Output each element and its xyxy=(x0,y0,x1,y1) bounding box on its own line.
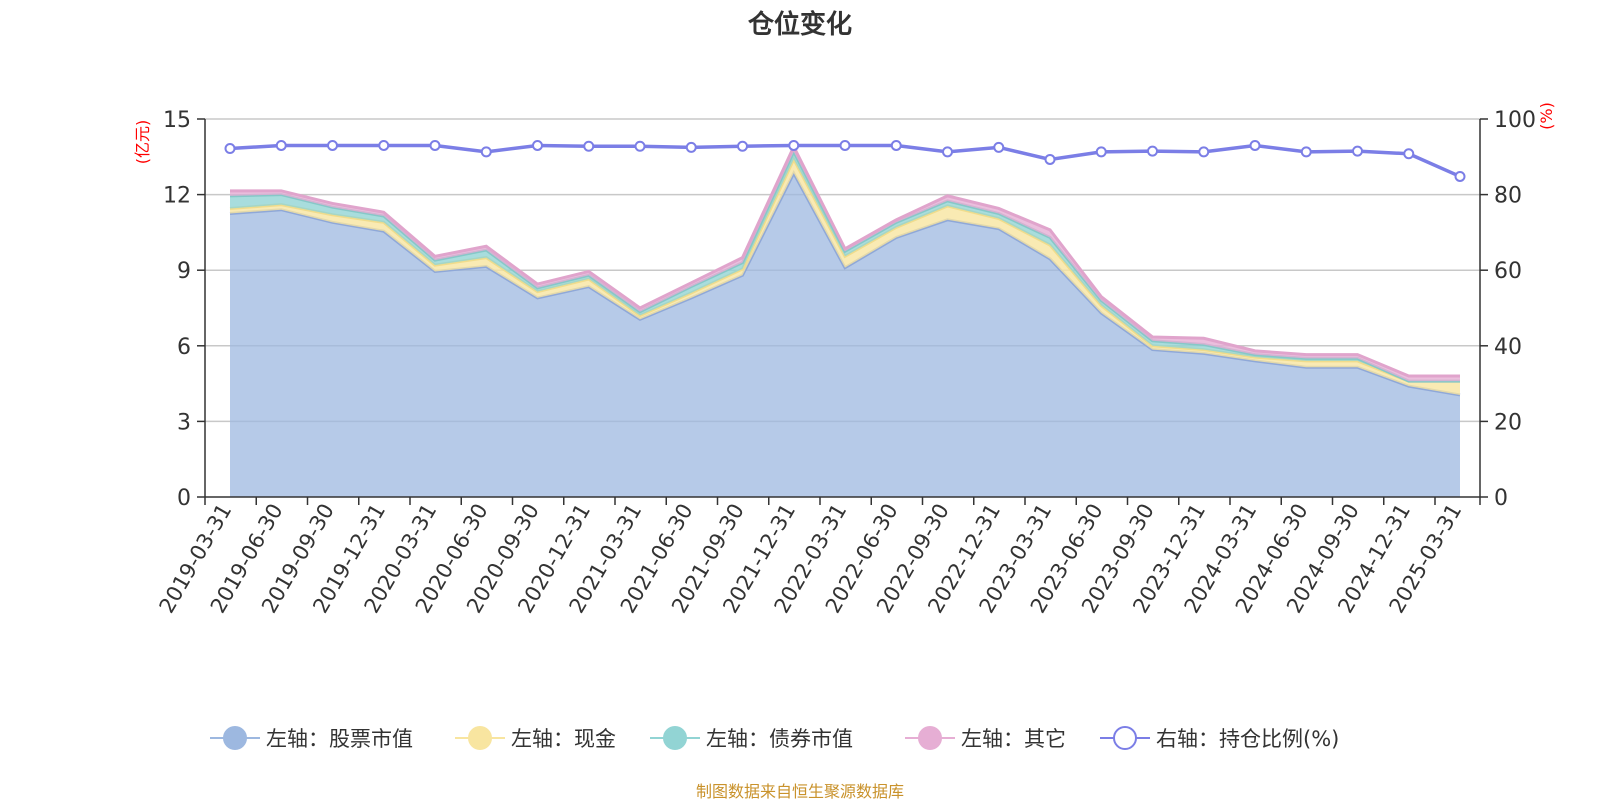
ratio-point[interactable] xyxy=(429,139,441,151)
left-tick-label: 12 xyxy=(163,184,191,209)
ratio-point[interactable] xyxy=(839,139,851,151)
legend-marker-icon xyxy=(905,726,955,750)
right-tick-label: 20 xyxy=(1494,410,1522,435)
ratio-point[interactable] xyxy=(1249,139,1261,151)
right-tick-label: 60 xyxy=(1494,259,1522,284)
legend-item-4[interactable]: 左轴：其它 xyxy=(905,718,1066,758)
ratio-point[interactable] xyxy=(788,139,800,151)
legend: 左轴：股票市值 左轴：现金 左轴：债券市值 左轴：其它 右轴：持仓比例(%) xyxy=(0,718,1600,758)
ratio-point[interactable] xyxy=(224,142,236,154)
chart-title: 仓位变化 xyxy=(747,10,852,40)
right-axis-unit: (%) xyxy=(1537,102,1556,130)
ratio-point[interactable] xyxy=(1147,145,1158,157)
ratio-point[interactable] xyxy=(737,140,748,152)
right-tick-label: 40 xyxy=(1494,335,1522,360)
left-tick-label: 6 xyxy=(177,335,191,360)
ratio-point[interactable] xyxy=(1352,145,1363,157)
ratio-point[interactable] xyxy=(942,146,953,158)
ratio-point[interactable] xyxy=(1198,146,1210,158)
left-axis-unit: (亿元) xyxy=(133,120,152,165)
legend-label: 左轴：股票市值 xyxy=(266,727,413,751)
left-tick-label: 15 xyxy=(163,108,191,133)
legend-item-2[interactable]: 左轴：现金 xyxy=(455,718,616,758)
legend-item-3[interactable]: 左轴：债券市值 xyxy=(650,718,853,758)
ratio-point[interactable] xyxy=(634,140,646,152)
right-tick-label: 100 xyxy=(1494,108,1536,133)
area-series-4 xyxy=(230,146,1460,382)
right-tick-label: 80 xyxy=(1494,184,1522,209)
legend-label: 右轴：持仓比例(%) xyxy=(1156,727,1340,751)
ratio-line xyxy=(224,139,1466,182)
legend-label: 左轴：其它 xyxy=(961,727,1066,751)
ratio-point[interactable] xyxy=(890,139,902,151)
area-series-4-edge xyxy=(230,143,1460,378)
ratio-point[interactable] xyxy=(480,146,492,158)
legend-label: 左轴：债券市值 xyxy=(706,727,853,751)
ratio-point[interactable] xyxy=(275,139,287,151)
ratio-point[interactable] xyxy=(1044,153,1056,165)
legend-item-1[interactable]: 左轴：股票市值 xyxy=(210,718,413,758)
legend-marker-icon xyxy=(455,726,505,750)
ratio-point[interactable] xyxy=(1095,146,1107,158)
ratio-point[interactable] xyxy=(993,141,1005,153)
right-tick-label: 0 xyxy=(1494,486,1508,511)
left-tick-label: 0 xyxy=(177,486,191,511)
area-series-1 xyxy=(230,173,1460,497)
legend-marker-icon xyxy=(210,726,260,750)
legend-marker-icon xyxy=(1100,726,1150,750)
ratio-point[interactable] xyxy=(378,139,390,151)
left-tick-label: 3 xyxy=(177,410,191,435)
ratio-point[interactable] xyxy=(1300,146,1312,158)
ratio-point[interactable] xyxy=(685,141,697,153)
legend-marker-icon xyxy=(650,726,700,750)
ratio-point[interactable] xyxy=(532,139,543,151)
left-tick-label: 9 xyxy=(177,259,191,284)
legend-label: 左轴：现金 xyxy=(511,727,616,751)
source-note: 制图数据来自恒生聚源数据库 xyxy=(695,782,904,801)
ratio-point[interactable] xyxy=(327,139,338,151)
stacked-areas xyxy=(229,143,1461,497)
legend-item-5[interactable]: 右轴：持仓比例(%) xyxy=(1100,718,1339,758)
ratio-point[interactable] xyxy=(583,140,595,152)
ratio-point[interactable] xyxy=(1454,170,1466,182)
ratio-point[interactable] xyxy=(1403,148,1415,160)
